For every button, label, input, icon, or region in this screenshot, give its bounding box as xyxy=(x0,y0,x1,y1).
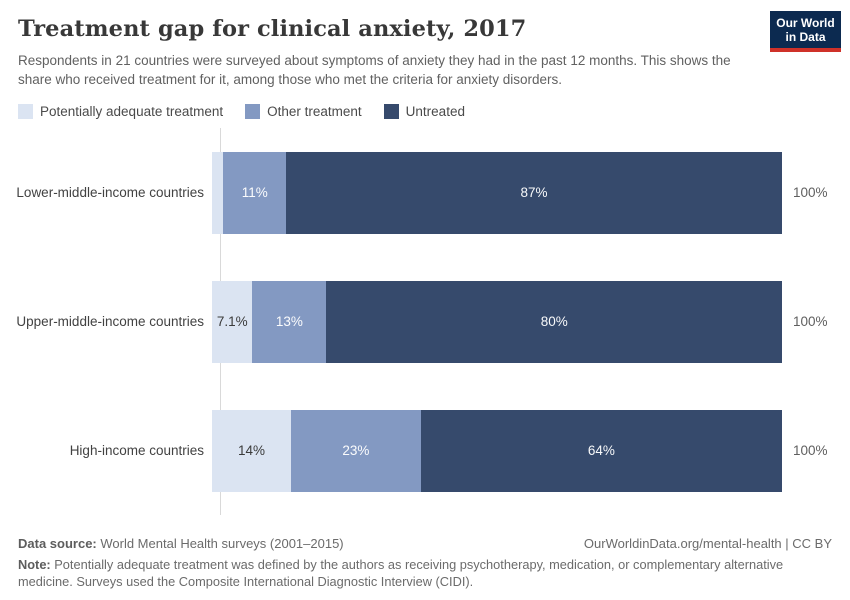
segment-value-label: 23% xyxy=(342,443,370,458)
segment-value-label: 80% xyxy=(540,314,568,329)
category-label: Upper-middle-income countries xyxy=(16,314,204,329)
legend-item-other-treatment[interactable]: Other treatment xyxy=(245,103,362,119)
chart-note: Note: Potentially adequate treatment was… xyxy=(18,557,823,590)
legend-label: Other treatment xyxy=(267,103,362,119)
total-label: 100% xyxy=(793,443,828,458)
stacked-bar: 11% 87% xyxy=(212,151,782,234)
chart-row: High-income countries 14% 23% 64% 100% xyxy=(0,386,850,515)
bar-segment-potentially-adequate-treatment[interactable]: 7.1% xyxy=(212,280,253,363)
legend-item-untreated[interactable]: Untreated xyxy=(383,103,465,119)
category-label: Lower-middle-income countries xyxy=(16,185,204,200)
legend-swatch-icon xyxy=(383,103,399,119)
data-source-label: Data source: xyxy=(18,536,97,551)
legend-label: Untreated xyxy=(405,103,465,119)
bar-segment-other-treatment[interactable]: 11% xyxy=(223,151,287,234)
owid-url-link[interactable]: OurWorldinData.org/mental-health | CC BY xyxy=(583,536,832,551)
bar-segment-other-treatment[interactable]: 23% xyxy=(291,409,421,492)
bar-segment-untreated[interactable]: 87% xyxy=(286,151,782,234)
data-source: Data source: World Mental Health surveys… xyxy=(18,536,344,551)
total-label: 100% xyxy=(793,185,828,200)
legend-swatch-icon xyxy=(18,103,33,119)
note-label: Note: xyxy=(18,557,51,572)
segment-value-label: 87% xyxy=(520,185,548,200)
segment-value-label: 13% xyxy=(275,314,303,329)
bar-segment-untreated[interactable]: 80% xyxy=(326,280,782,363)
legend-swatch-icon xyxy=(245,103,261,119)
stacked-bar: 7.1% 13% 80% xyxy=(212,280,782,363)
chart-row: Upper-middle-income countries 7.1% 13% 80% 1… xyxy=(0,257,850,386)
chart-rows: Lower-middle-income countries 11% 87% 100% U… xyxy=(0,128,850,515)
stacked-bar-chart: Lower-middle-income countries 11% 87% 100% U… xyxy=(0,128,850,515)
chart-subtitle: Respondents in 21 countries were surveye… xyxy=(18,53,731,87)
category-label: High-income countries xyxy=(69,443,204,458)
chart-row: Lower-middle-income countries 11% 87% 100% xyxy=(0,128,850,257)
note-text: Potentially adequate treatment was defin… xyxy=(18,557,784,589)
owid-logo-line2: in Data xyxy=(785,29,826,44)
chart-title: Treatment gap for clinical anxiety, 2017 xyxy=(18,16,527,42)
segment-value-label: 11% xyxy=(241,185,268,200)
bar-segment-potentially-adequate-treatment[interactable]: 14% xyxy=(212,409,292,492)
total-label: 100% xyxy=(793,314,828,329)
bar-segment-untreated[interactable]: 64% xyxy=(420,409,782,492)
bar-segment-potentially-adequate-treatment[interactable] xyxy=(212,151,224,234)
stacked-bar: 14% 23% 64% xyxy=(212,409,782,492)
segment-value-label: 64% xyxy=(587,443,615,458)
segment-value-label: 14% xyxy=(237,443,266,458)
chart-header: Treatment gap for clinical anxiety, 2017… xyxy=(0,0,850,89)
legend-label: Potentially adequate treatment xyxy=(40,103,224,119)
segment-value-label: 7.1% xyxy=(216,314,248,329)
chart-footer: Data source: World Mental Health surveys… xyxy=(0,536,850,590)
owid-logo[interactable]: Our World in Data xyxy=(770,11,841,52)
bar-segment-other-treatment[interactable]: 13% xyxy=(252,280,327,363)
data-source-text: World Mental Health surveys (2001–2015) xyxy=(96,536,344,551)
chart-legend: Potentially adequate treatment Other tre… xyxy=(0,103,850,119)
legend-item-potentially-adequate-treatment[interactable]: Potentially adequate treatment xyxy=(18,103,224,119)
owid-logo-line1: Our World xyxy=(776,15,835,30)
